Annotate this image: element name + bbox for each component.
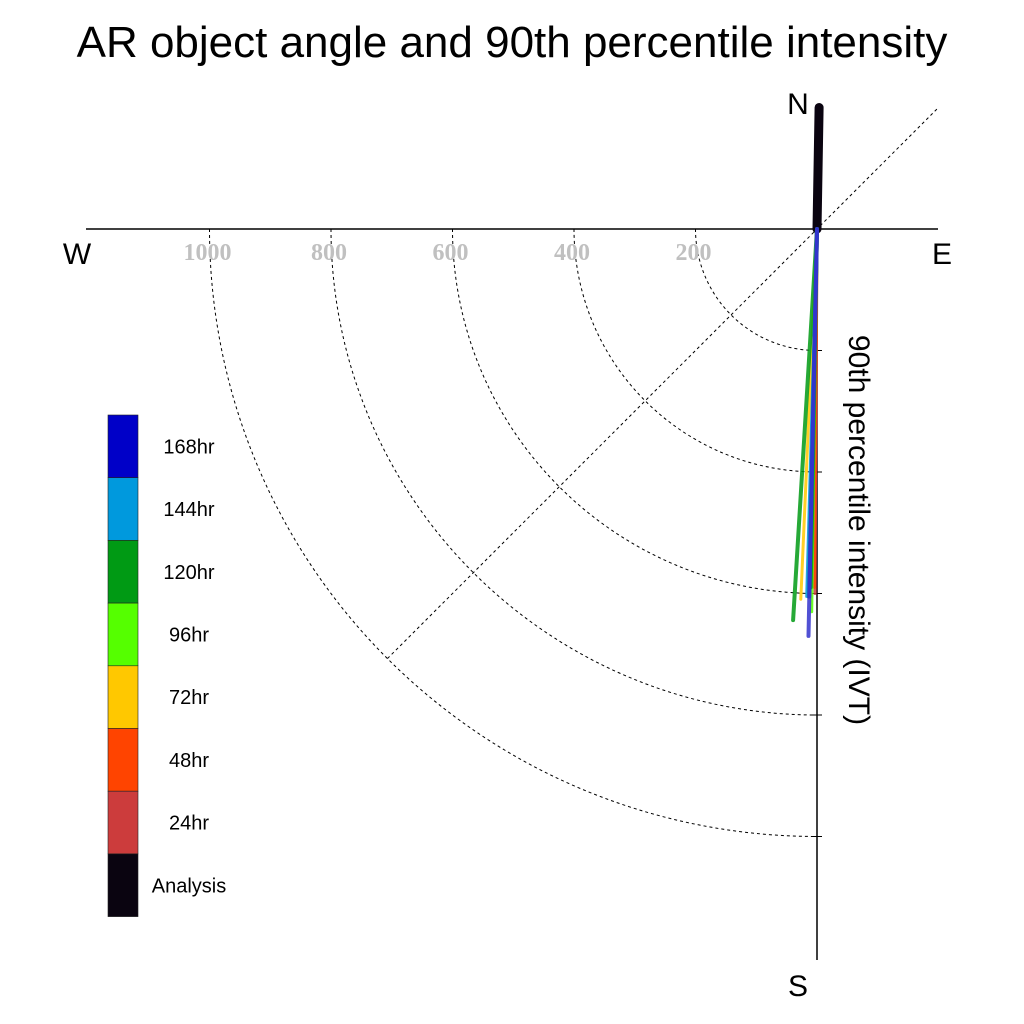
legend-swatch-144hr [107,477,139,541]
grid-arc-800 [330,228,818,716]
vector-120hr-0 [791,227,819,623]
grid-diagonal [387,107,939,659]
grid-arc-1000 [209,228,818,837]
radial-tick-label-200: 200 [676,240,712,266]
chart-title: AR object angle and 90th percentile inte… [77,18,948,67]
legend-swatch-72hr [107,665,139,729]
legend-label-168hr: 168hr [163,436,214,458]
legend: 168hr 144hr 120hr 96hr 72hr 48hr 24hr Analysis [107,414,226,917]
legend-swatch-96hr [107,602,139,667]
compass-east: E [932,238,952,271]
radial-tick-label-400: 400 [554,240,590,266]
radial-tick-label-600: 600 [433,240,469,266]
legend-label-72hr: 72hr [169,687,209,709]
compass-north: N [787,88,809,121]
radial-tick-label-1000: 1000 [184,240,232,266]
legend-label-96hr: 96hr [169,625,209,647]
radial-tick-label-800: 800 [311,240,347,266]
compass-west: W [63,238,92,271]
legend-swatch-24hr [107,790,139,855]
compass-south: S [788,970,808,1003]
axis-title: 90th percentile intensity (IVT) [842,335,875,725]
radial-tick-labels: 200 400 600 800 1000 [184,240,712,266]
legend-label-120hr: 120hr [163,562,214,584]
vector-series [791,103,824,638]
vector-168hr-1 [806,227,819,638]
legend-swatch-48hr [107,728,139,792]
grid-arc-600 [452,228,818,594]
legend-label-48hr: 48hr [169,750,209,772]
legend-label-24hr: 24hr [169,813,209,835]
legend-swatch-168hr [107,414,139,479]
legend-swatch-120hr [107,540,139,604]
vector-analysis-0 [812,103,824,234]
grid-arc-200 [695,228,818,351]
legend-label-analysis: Analysis [152,875,226,897]
grid-arc-400 [573,228,818,473]
legend-swatch-analysis [107,853,139,917]
polar-grid [209,107,939,837]
legend-label-144hr: 144hr [163,499,214,521]
